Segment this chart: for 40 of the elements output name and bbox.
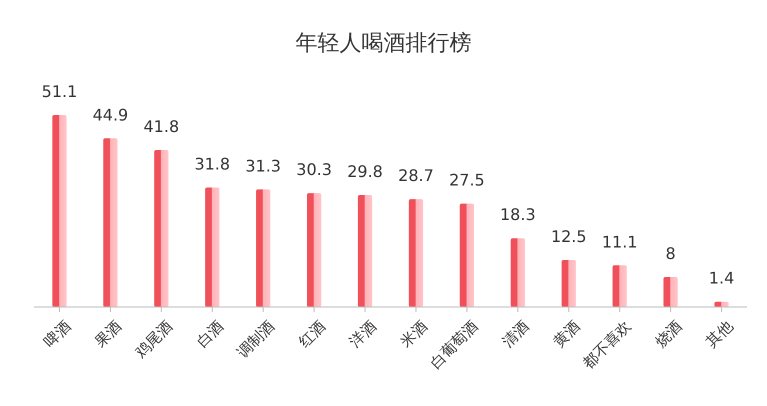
bar xyxy=(358,195,372,307)
x-tick-label: 调制酒 xyxy=(233,317,278,362)
chart-title: 年轻人喝酒排行榜 xyxy=(296,31,472,56)
data-label: 30.3 xyxy=(296,160,332,180)
data-label: 27.5 xyxy=(449,170,485,190)
data-label: 11.1 xyxy=(602,232,638,252)
data-label: 31.3 xyxy=(245,156,281,176)
bar xyxy=(460,204,474,307)
x-tick-label: 啤酒 xyxy=(40,317,74,351)
data-label: 51.1 xyxy=(42,82,78,101)
bar xyxy=(154,150,168,307)
bar xyxy=(408,199,424,307)
bar xyxy=(612,265,627,307)
x-tick-label: 红酒 xyxy=(294,317,329,351)
bar xyxy=(205,188,220,307)
data-label: 41.8 xyxy=(144,116,180,136)
bar xyxy=(510,238,525,307)
data-label: 8 xyxy=(666,244,676,263)
bar xyxy=(562,260,576,307)
data-label: 29.8 xyxy=(347,162,383,182)
x-tick-label: 洋酒 xyxy=(346,317,380,351)
bar xyxy=(306,193,322,307)
data-label: 12.5 xyxy=(550,227,587,246)
x-tick-label: 清酒 xyxy=(498,317,533,351)
x-tick-label: 果酒 xyxy=(91,317,126,351)
bar xyxy=(256,189,270,307)
x-tick-label: 米酒 xyxy=(396,317,431,351)
bar xyxy=(663,276,678,307)
x-tick-label: 烧酒 xyxy=(651,317,686,351)
x-tick-label: 其他 xyxy=(702,317,736,351)
data-label: 28.7 xyxy=(398,166,434,186)
bar xyxy=(103,138,118,307)
data-label: 1.4 xyxy=(708,268,734,288)
data-label: 18.3 xyxy=(500,205,536,224)
x-tick-label: 白酒 xyxy=(193,317,227,351)
bar xyxy=(714,302,729,307)
bar xyxy=(52,115,67,307)
data-label: 44.9 xyxy=(92,105,128,124)
x-tick-label: 鸡尾酒 xyxy=(130,317,176,362)
data-label: 31.8 xyxy=(194,154,230,174)
